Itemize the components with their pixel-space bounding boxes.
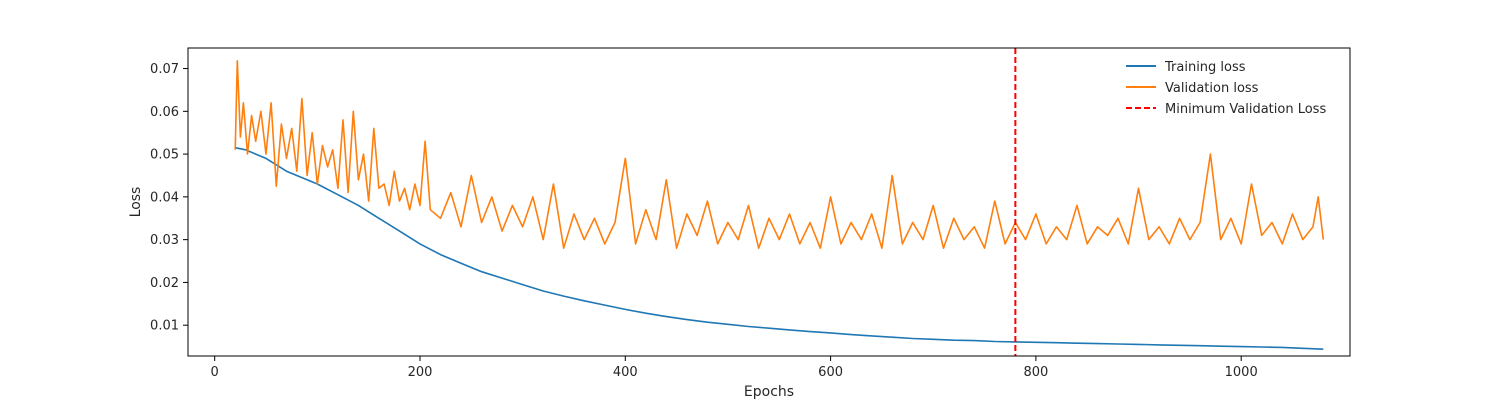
x-axis-label: Epochs [744,384,794,400]
x-tick-label: 800 [1023,365,1048,380]
legend-label-validation: Validation loss [1165,81,1259,96]
legend: Training loss Validation loss Minimum Va… [1126,60,1326,117]
series-line-training [235,146,1324,350]
x-tick-label: 200 [408,365,433,380]
legend-label-min-val: Minimum Validation Loss [1165,102,1326,117]
axes-frame [187,47,1351,357]
x-tick-label: 0 [211,365,219,380]
y-tick-label: 0.02 [150,276,179,291]
x-tick-label: 400 [613,365,638,380]
y-tick-label: 0.07 [150,62,179,77]
x-axis-ticks: 0 200 400 600 800 1000 [211,356,1258,380]
y-axis-label: Loss [128,187,144,218]
y-tick-label: 0.04 [150,190,179,205]
x-tick-label: 600 [818,365,843,380]
y-tick-label: 0.05 [150,148,179,163]
legend-label-training: Training loss [1164,60,1246,75]
plot-area [234,48,1325,356]
y-tick-label: 0.06 [150,105,179,120]
y-tick-label: 0.01 [150,319,179,334]
y-axis-ticks: 0.01 0.02 0.03 0.04 0.05 0.06 0.07 [150,62,188,334]
series-line-validation [234,59,1325,249]
y-tick-label: 0.03 [150,233,179,248]
x-tick-label: 1000 [1225,365,1258,380]
